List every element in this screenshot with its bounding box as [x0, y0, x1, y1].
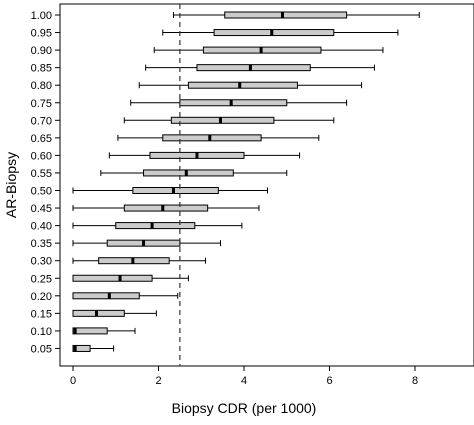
box-0.15 [72, 309, 157, 317]
y-tick-label: 0.55 [31, 168, 52, 180]
box-median [229, 99, 233, 106]
box-iqr [196, 64, 311, 72]
y-tick-label: 0.70 [31, 115, 52, 127]
box-median [184, 169, 188, 176]
box-0.35 [72, 239, 221, 247]
y-tick-label: 0.50 [31, 186, 52, 198]
y-tick-label: 0.15 [31, 308, 52, 320]
box-0.55 [100, 169, 288, 177]
box-median [259, 47, 263, 54]
y-tick-label: 0.40 [31, 221, 52, 233]
box-median [118, 275, 122, 282]
box-iqr [179, 99, 288, 107]
y-tick-label: 0.35 [31, 238, 52, 250]
box-0.50 [72, 187, 269, 194]
box-0.10 [72, 327, 136, 335]
box-median [238, 82, 242, 89]
x-axis-title: Biopsy CDR (per 1000) [172, 400, 317, 416]
box-0.95 [162, 29, 399, 37]
y-tick-label: 0.20 [31, 291, 52, 303]
box-1.00 [172, 11, 420, 19]
box-0.40 [72, 222, 243, 230]
box-iqr [143, 169, 234, 177]
x-tick-label: 6 [326, 375, 332, 387]
box-0.70 [123, 116, 335, 124]
box-0.60 [108, 151, 301, 159]
y-tick-label: 0.85 [31, 63, 52, 75]
x-axis-ticks: 0 2 4 6 8 [70, 366, 418, 387]
box-iqr [72, 327, 108, 335]
y-tick-label: 0.90 [31, 45, 52, 57]
box-0.65 [117, 134, 320, 142]
box-iqr [72, 292, 140, 300]
y-tick-label: 0.60 [31, 150, 52, 162]
box-median [73, 327, 77, 334]
box-iqr [187, 81, 298, 89]
y-tick-label: 0.30 [31, 256, 52, 268]
y-tick-label: 0.80 [31, 80, 52, 92]
plot-frame [59, 3, 474, 367]
y-axis-title: AR-Biopsy [3, 152, 19, 218]
box-0.30 [72, 257, 207, 265]
box-iqr [162, 134, 262, 142]
box-iqr [72, 344, 91, 352]
x-tick-label: 4 [241, 375, 247, 387]
y-tick-label: 0.10 [31, 326, 52, 338]
box-median [161, 205, 165, 212]
y-tick-label: 0.65 [31, 133, 52, 145]
box-median [218, 117, 222, 124]
box-median [131, 257, 135, 264]
box-iqr [72, 309, 125, 317]
box-iqr [72, 274, 153, 282]
box-iqr [170, 116, 275, 124]
box-0.90 [153, 46, 384, 54]
box-median [107, 292, 111, 299]
box-iqr [132, 187, 219, 194]
box-0.20 [72, 292, 179, 300]
box-0.05 [72, 344, 115, 352]
box-median [208, 134, 212, 141]
y-tick-label: 0.25 [31, 273, 52, 285]
x-tick-label: 0 [70, 375, 76, 387]
box-median [195, 152, 199, 159]
y-axis-ticks: 1.00 0.95 0.90 0.85 0.80 0.75 0.70 0.65 0.60 0.55… [31, 10, 60, 355]
y-tick-label: 0.45 [31, 203, 52, 215]
y-tick-label: 0.05 [31, 343, 52, 355]
x-tick-label: 8 [412, 375, 418, 387]
box-median [270, 29, 274, 36]
box-0.80 [138, 81, 363, 89]
box-iqr [213, 29, 335, 37]
box-median [73, 345, 77, 352]
box-median [248, 64, 252, 71]
box-median [171, 187, 175, 194]
box-median [280, 12, 284, 18]
box-0.25 [72, 274, 189, 282]
y-tick-label: 1.00 [31, 10, 52, 22]
box-iqr [224, 11, 348, 19]
box-0.85 [145, 64, 375, 72]
box-iqr [123, 204, 209, 212]
box-median [95, 310, 99, 317]
box-0.75 [130, 99, 348, 107]
y-tick-label: 0.75 [31, 98, 52, 110]
box-0.45 [72, 204, 260, 212]
x-tick-label: 2 [155, 375, 161, 387]
y-tick-label: 0.95 [31, 28, 52, 40]
box-median [150, 222, 154, 229]
box-median [142, 240, 146, 247]
box-group [72, 11, 420, 352]
box-iqr [115, 222, 196, 230]
